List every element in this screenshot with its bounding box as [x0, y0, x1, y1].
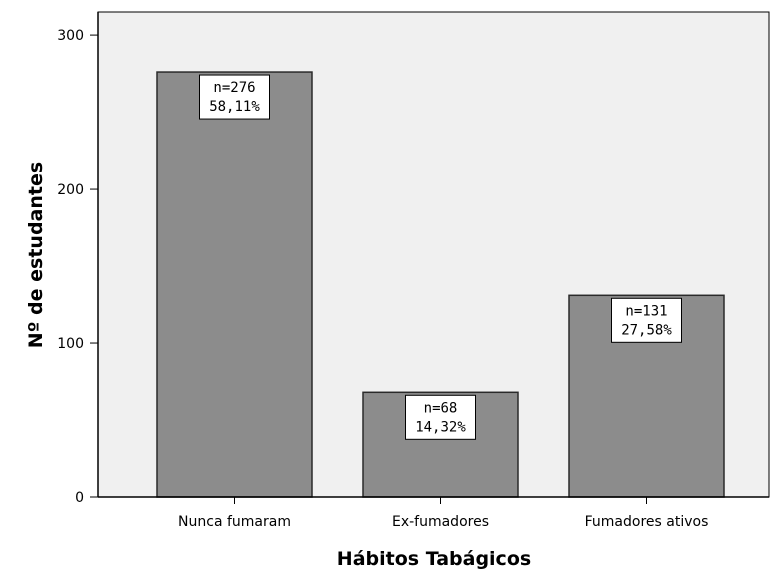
data-label-box	[611, 297, 682, 343]
data-label-box	[405, 394, 476, 440]
data-label-percent: 58,11%	[209, 99, 260, 115]
data-label-box	[199, 74, 270, 120]
x-axis-title: Hábitos Tabágicos	[337, 548, 531, 570]
y-axis-ticks: 0 100 200 300	[57, 28, 98, 506]
y-axis-title: Nº de estudantes	[25, 162, 47, 348]
data-label-count: n=68	[424, 400, 458, 416]
x-category-label: Nunca fumaram	[178, 514, 291, 530]
y-tick-label: 300	[57, 28, 84, 44]
data-label-percent: 14,32%	[415, 419, 466, 435]
data-label-count: n=276	[213, 80, 255, 96]
y-tick-label: 100	[57, 336, 84, 352]
data-label-count: n=131	[625, 303, 667, 319]
x-axis-category-labels: Nunca fumaram Ex-fumadores Fumadores ativo…	[178, 497, 708, 530]
data-label-percent: 27,58%	[621, 322, 672, 338]
x-category-label: Fumadores ativos	[585, 514, 709, 530]
x-category-label: Ex-fumadores	[392, 514, 489, 530]
y-tick-label: 200	[57, 182, 84, 198]
bar	[156, 71, 313, 498]
y-tick-label: 0	[75, 490, 84, 506]
